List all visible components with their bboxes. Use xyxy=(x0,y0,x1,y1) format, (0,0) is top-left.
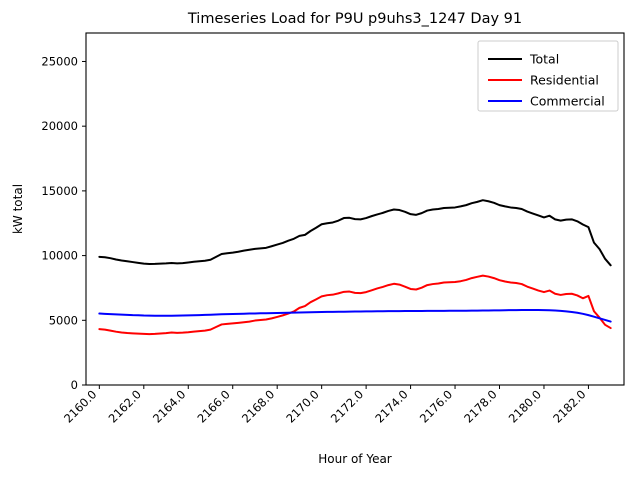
chart-title: Timeseries Load for P9U p9uhs3_1247 Day … xyxy=(187,11,522,27)
legend-label-residential: Residential xyxy=(530,73,599,88)
chart-legend[interactable]: Total Residential Commercial xyxy=(477,40,619,112)
y-tick-label: 15000 xyxy=(41,184,78,198)
y-axis-label: kW total xyxy=(11,184,25,234)
legend-label-total: Total xyxy=(529,52,559,67)
y-tick-label: 20000 xyxy=(41,119,78,133)
y-tick-label: 10000 xyxy=(41,249,78,263)
y-axis-ticks: 0 5000 10000 15000 20000 25000 xyxy=(41,54,86,392)
series-line-commercial xyxy=(98,308,612,323)
y-tick-label: 5000 xyxy=(49,313,78,327)
legend-label-commercial: Commercial xyxy=(530,94,605,109)
plot-frame xyxy=(85,32,625,386)
y-tick-label: 25000 xyxy=(41,54,78,68)
data-series-group xyxy=(98,199,612,336)
series-line-total xyxy=(98,199,612,267)
x-axis-label: Hour of Year xyxy=(318,452,392,466)
y-tick-label: 0 xyxy=(71,378,78,392)
series-line-residential xyxy=(98,274,612,336)
